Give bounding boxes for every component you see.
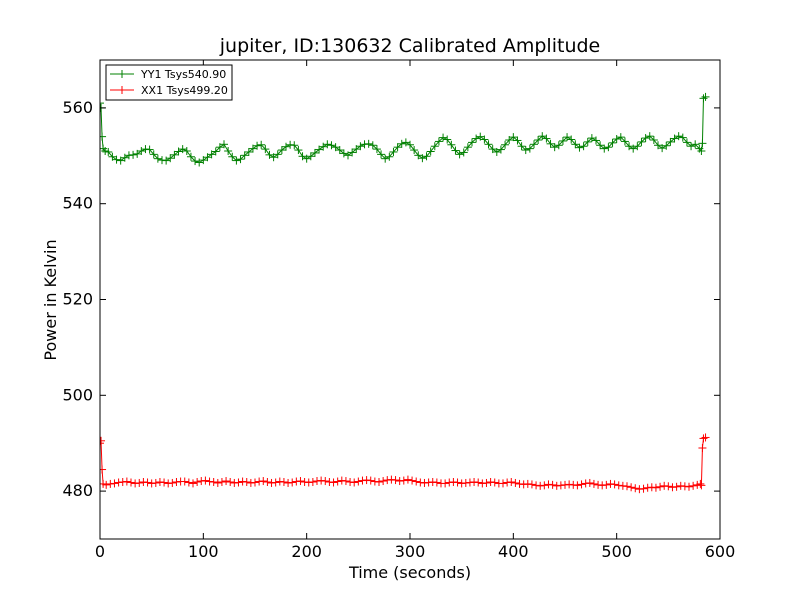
series-1 <box>100 433 710 494</box>
y-tick-label-520: 520 <box>62 290 93 309</box>
x-ticks-layer: 0 100 200 300 400 500 600 <box>95 60 735 561</box>
x-tick-label-200: 200 <box>291 542 322 561</box>
x-tick-label-400: 400 <box>498 542 529 561</box>
x-axis-label: Time (seconds) <box>348 563 471 582</box>
plot-area: 0 100 200 300 400 500 600 480 500 520 540 560 jupi… <box>41 35 735 582</box>
x-tick-label-600: 600 <box>705 542 736 561</box>
series-layer <box>100 92 710 494</box>
y-ticks-layer: 480 500 520 540 560 <box>62 98 720 500</box>
y-axis-label: Power in Kelvin <box>41 239 60 360</box>
x-tick-label-500: 500 <box>601 542 632 561</box>
legend: YY1 Tsys540.90 XX1 Tsys499.20 <box>105 64 233 101</box>
x-tick-label-300: 300 <box>395 542 426 561</box>
series-0 <box>100 92 710 167</box>
series-line-0 <box>100 96 706 164</box>
y-tick-label-560: 560 <box>62 98 93 117</box>
x-tick-label-0: 0 <box>95 542 105 561</box>
legend-box <box>105 64 233 101</box>
legend-label-xx1: XX1 Tsys499.20 <box>141 84 228 97</box>
y-tick-label-480: 480 <box>62 481 93 500</box>
plot-frame <box>99 59 721 540</box>
y-tick-label-500: 500 <box>62 385 93 404</box>
x-tick-label-100: 100 <box>188 542 219 561</box>
chart-title: jupiter, ID:130632 Calibrated Amplitude <box>219 35 600 57</box>
legend-label-yy1: YY1 Tsys540.90 <box>140 68 226 81</box>
y-tick-label-540: 540 <box>62 194 93 213</box>
